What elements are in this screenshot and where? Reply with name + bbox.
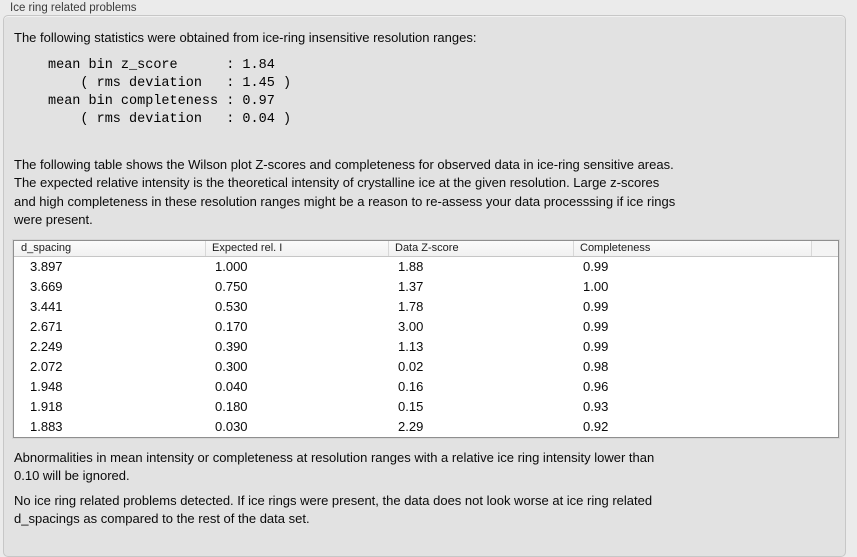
table-cell: 1.00	[583, 279, 609, 294]
table-cell: 1.13	[398, 339, 424, 354]
table-row[interactable]: 1.918 0.180 0.15 0.93	[14, 397, 838, 417]
table-cell: 0.530	[215, 299, 248, 314]
table-row[interactable]: 3.669 0.750 1.37 1.00	[14, 277, 838, 297]
table-cell: 0.99	[583, 299, 609, 314]
table-cell: 0.96	[583, 379, 609, 394]
table-cell: 1.88	[398, 259, 424, 274]
intro-paragraph: The following statistics were obtained f…	[14, 30, 477, 45]
table-cell: 3.897	[30, 259, 63, 274]
header-cell-completeness[interactable]: Completeness	[573, 241, 811, 256]
table-cell: 0.99	[583, 319, 609, 334]
ice-ring-table: d_spacing Expected rel. I Data Z-score Comp…	[13, 240, 839, 438]
table-cell: 3.00	[398, 319, 424, 334]
table-cell: 0.93	[583, 399, 609, 414]
table-cell: 0.15	[398, 399, 424, 414]
table-cell: 0.040	[215, 379, 248, 394]
table-cell: 0.99	[583, 339, 609, 354]
table-cell: 0.92	[583, 419, 609, 434]
table-cell-empty	[811, 317, 838, 337]
header-cell-d-spacing[interactable]: d_spacing	[21, 242, 72, 254]
table-cell: 1.948	[30, 379, 63, 394]
table-cell: 2.249	[30, 339, 63, 354]
header-cell-empty	[811, 241, 838, 256]
table-cell: 2.072	[30, 359, 63, 374]
table-cell-empty	[811, 357, 838, 377]
table-cell: 1.918	[30, 399, 63, 414]
table-row[interactable]: 2.072 0.300 0.02 0.98	[14, 357, 838, 377]
table-cell: 0.030	[215, 419, 248, 434]
table-cell: 0.180	[215, 399, 248, 414]
table-cell: 1.883	[30, 419, 63, 434]
table-cell-empty	[811, 397, 838, 417]
table-body: 3.897 1.000 1.88 0.99 3.669 0.750 1.37 1.00 3.44…	[14, 257, 838, 437]
table-row[interactable]: 3.441 0.530 1.78 0.99	[14, 297, 838, 317]
table-header-row: d_spacing Expected rel. I Data Z-score Comp…	[14, 241, 838, 257]
table-row[interactable]: 1.948 0.040 0.16 0.96	[14, 377, 838, 397]
table-cell: 0.750	[215, 279, 248, 294]
table-cell: 0.02	[398, 359, 424, 374]
ignore-note-paragraph: Abnormalities in mean intensity or compl…	[14, 450, 655, 484]
table-row[interactable]: 2.671 0.170 3.00 0.99	[14, 317, 838, 337]
table-row[interactable]: 1.883 0.030 2.29 0.92	[14, 417, 838, 437]
table-cell: 1.78	[398, 299, 424, 314]
table-description-paragraph: The following table shows the Wilson plo…	[14, 157, 676, 227]
table-row[interactable]: 3.897 1.000 1.88 0.99	[14, 257, 838, 277]
stats-block: mean bin z_score : 1.84 ( rms deviation …	[48, 58, 292, 127]
table-cell: 3.441	[30, 299, 63, 314]
table-cell-empty	[811, 297, 838, 317]
table-cell: 0.390	[215, 339, 248, 354]
table-cell: 2.29	[398, 419, 424, 434]
table-cell: 1.37	[398, 279, 424, 294]
table-cell: 0.98	[583, 359, 609, 374]
header-cell-data-z-score[interactable]: Data Z-score	[388, 241, 573, 256]
table-cell: 0.300	[215, 359, 248, 374]
header-cell-expected-rel-i[interactable]: Expected rel. I	[205, 241, 388, 256]
table-cell-empty	[811, 377, 838, 397]
table-cell-empty	[811, 337, 838, 357]
table-cell: 0.99	[583, 259, 609, 274]
table-cell-empty	[811, 257, 838, 277]
conclusion-paragraph: No ice ring related problems detected. I…	[14, 493, 653, 527]
table-cell-empty	[811, 277, 838, 297]
table-cell: 2.671	[30, 319, 63, 334]
table-cell: 1.000	[215, 259, 248, 274]
table-cell-empty	[811, 417, 838, 437]
table-cell: 3.669	[30, 279, 63, 294]
table-row[interactable]: 2.249 0.390 1.13 0.99	[14, 337, 838, 357]
table-cell: 0.170	[215, 319, 248, 334]
panel-title: Ice ring related problems	[10, 2, 137, 14]
table-cell: 0.16	[398, 379, 424, 394]
